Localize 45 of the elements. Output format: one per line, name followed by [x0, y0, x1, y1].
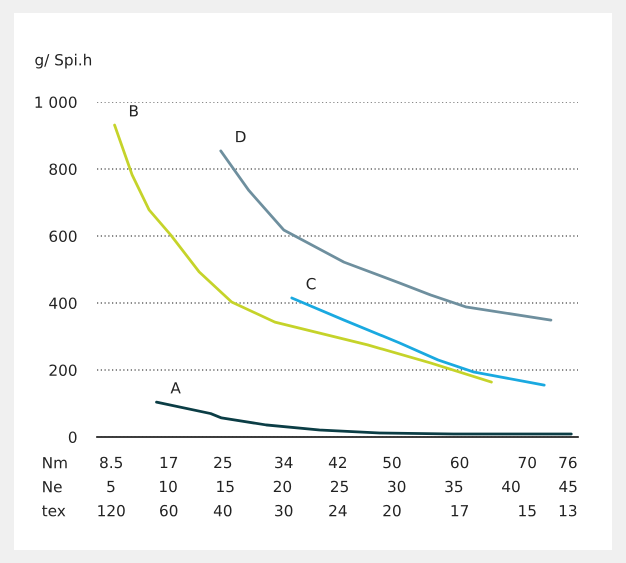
- x-tick-label: 34: [275, 456, 293, 468]
- series-label: D: [236, 131, 246, 142]
- x-tick-label: 60: [450, 456, 468, 468]
- text: 17: [452, 505, 468, 516]
- text: 30: [275, 504, 292, 516]
- x2-tick-label: 5: [107, 480, 114, 492]
- x2-tick-label: 35: [445, 480, 462, 492]
- line-series: [155, 400, 573, 436]
- x-tick-label: 25: [214, 456, 232, 468]
- line-series: [290, 296, 546, 386]
- text: 24: [329, 504, 347, 516]
- x-tick-label: 8.5: [100, 456, 122, 468]
- x-tick-label: 42: [328, 456, 346, 468]
- y-tick-label: 400: [49, 297, 77, 310]
- text: 40: [214, 504, 232, 516]
- text: 13: [560, 504, 576, 516]
- line-series: [113, 124, 493, 384]
- x2-tick-label: 15: [217, 480, 234, 492]
- x2-tick-label: 10: [160, 480, 177, 492]
- line-series: [219, 150, 552, 322]
- y-tick-label: 600: [49, 230, 77, 242]
- y-tick-label: 0: [68, 431, 77, 444]
- x-tick-label: 70: [518, 456, 536, 468]
- text: 20: [383, 504, 401, 516]
- y-tick-label: 200: [50, 364, 77, 376]
- x-tick-label: 76: [559, 456, 577, 468]
- series-label: B: [130, 105, 138, 116]
- y-tick-label: 800: [49, 163, 77, 176]
- x2-tick-label: 30: [388, 480, 406, 492]
- x2-tick-label: 20: [274, 480, 292, 492]
- y-tick-label: 1 000: [35, 96, 77, 108]
- x2-tick-label: 45: [559, 480, 577, 492]
- y-axis-title: g/ Spi.h: [35, 54, 92, 68]
- x2-tick-label: 40: [502, 480, 520, 492]
- x-axis-title: Nm: [43, 457, 67, 468]
- text: tex: [42, 505, 66, 516]
- series-label: A: [170, 382, 181, 394]
- series-label: C: [306, 278, 316, 290]
- x2-axis-title: Ne: [43, 481, 62, 492]
- x2-tick-label: 25: [330, 480, 348, 492]
- text: 120: [98, 504, 125, 516]
- text: 15: [519, 505, 536, 516]
- x-tick-label: 50: [383, 456, 401, 468]
- x-tick-label: 17: [160, 456, 178, 468]
- text: 60: [160, 504, 178, 516]
